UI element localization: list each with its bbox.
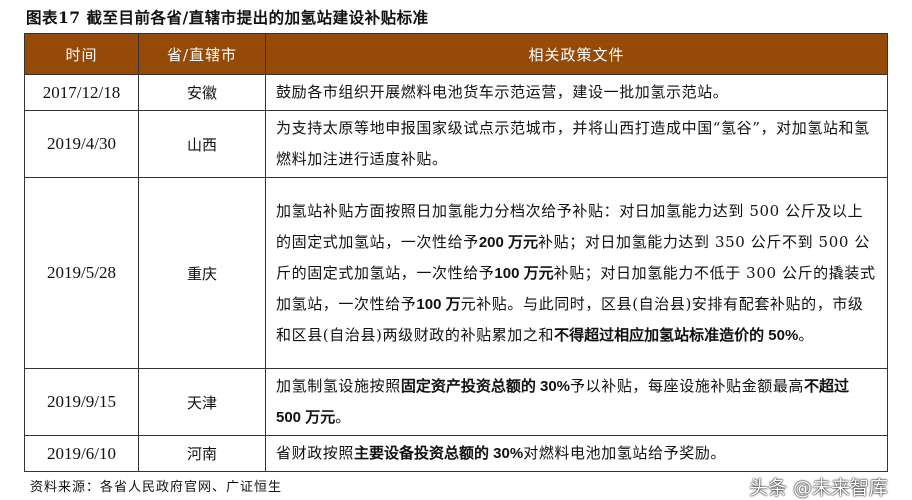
policy-text: 鼓励各市组织开展燃料电池货车示范运营，建设一批加氢示范站。 bbox=[276, 83, 729, 101]
table-row: 2019/4/30 山西 为支持太原等地申报国家级试点示范城市，并将山西打造成中… bbox=[24, 110, 888, 178]
policy-text: 元补贴。与此同时，区县(自治县)安排有配套补贴的，市级和区县(自治县)两级财政的… bbox=[276, 294, 864, 344]
table-header: 时间 省/直辖市 相关政策文件 bbox=[24, 33, 888, 75]
row-policy: 加氢站补贴方面按照日加氢能力分档次给予补贴：对日加氢能力达到 500 公斤及以上… bbox=[265, 177, 888, 369]
row-region: 山西 bbox=[138, 110, 266, 178]
row-date: 2019/9/15 bbox=[24, 368, 139, 436]
table-row: 2019/6/10 河南 省财政按照主要设备投资总额的 30%对燃料电池加氢站给… bbox=[24, 435, 888, 472]
policy-text: 补贴；对日加氢能力不低于 300 公斤的撬装式加氢站，一次性给予 bbox=[276, 263, 876, 313]
policy-emphasis: 200 万元 bbox=[478, 233, 539, 251]
row-date: 2019/5/28 bbox=[24, 177, 139, 369]
policy-emphasis: 100 万 bbox=[416, 295, 461, 313]
policy-emphasis: 100 万元 bbox=[494, 264, 554, 282]
row-date: 2019/4/30 bbox=[24, 110, 139, 178]
row-policy: 省财政按照主要设备投资总额的 30%对燃料电池加氢站给予奖励。 bbox=[265, 435, 888, 472]
figure-title: 图表17 截至目前各省/直辖市提出的加氢站建设补贴标准 bbox=[26, 8, 429, 27]
header-policy: 相关政策文件 bbox=[265, 33, 888, 75]
policy-text: 。 bbox=[335, 408, 351, 426]
table-row: 2019/5/28 重庆 加氢站补贴方面按照日加氢能力分档次给予补贴：对日加氢能… bbox=[24, 177, 888, 369]
row-policy: 为支持太原等地申报国家级试点示范城市，并将山西打造成中国“氢谷”，对加氢站和氢燃… bbox=[265, 110, 888, 178]
policy-emphasis: 主要设备投资总额的 30% bbox=[354, 445, 524, 462]
source-note: 资料来源：各省人民政府官网、广证恒生 bbox=[30, 480, 283, 495]
table-row: 2017/12/18 安徽 鼓励各市组织开展燃料电池货车示范运营，建设一批加氢示… bbox=[24, 74, 888, 111]
policy-text: 省财政按照 bbox=[276, 444, 355, 462]
subsidy-table: 时间 省/直辖市 相关政策文件 2017/12/18 安徽 鼓励各市组织开展燃料… bbox=[24, 33, 888, 472]
row-region: 河南 bbox=[138, 435, 266, 472]
table-row: 2019/9/15 天津 加氢制氢设施按照固定资产投资总额的 30%予以补贴，每… bbox=[24, 368, 888, 436]
row-region: 天津 bbox=[138, 368, 266, 436]
policy-emphasis: 不得超过相应加氢站标准造价的 50% bbox=[554, 326, 799, 344]
row-policy: 加氢制氢设施按照固定资产投资总额的 30%予以补贴，每座设施补贴金额最高不超过 … bbox=[265, 368, 888, 436]
row-date: 2019/6/10 bbox=[24, 435, 139, 472]
footer: 资料来源：各省人民政府官网、广证恒生 头条 @未来智库 bbox=[24, 476, 888, 500]
row-region: 安徽 bbox=[138, 74, 266, 111]
policy-text: 补贴；对日加氢能力达到 350 公斤不到 500 公斤的固定式加氢站，一次性给予 bbox=[276, 232, 870, 282]
policy-text: 为支持太原等地申报国家级试点示范城市，并将山西打造成中国“氢谷”，对加氢站和氢燃… bbox=[276, 119, 870, 168]
policy-emphasis: 不超过 500 万元 bbox=[276, 378, 850, 426]
row-policy: 鼓励各市组织开展燃料电池货车示范运营，建设一批加氢示范站。 bbox=[265, 74, 888, 111]
header-region: 省/直辖市 bbox=[138, 33, 266, 75]
policy-text: 。 bbox=[798, 325, 814, 344]
policy-text: 加氢站补贴方面按照日加氢能力分档次给予补贴：对日加氢能力达到 500 公斤及以上… bbox=[276, 201, 864, 251]
row-date: 2017/12/18 bbox=[24, 74, 139, 111]
header-date: 时间 bbox=[24, 33, 139, 75]
watermark: 头条 @未来智库 bbox=[748, 477, 888, 499]
policy-text: 加氢制氢设施按照 bbox=[276, 377, 401, 395]
policy-text: 予以补贴，每座设施补贴金额最高 bbox=[570, 377, 805, 395]
row-region: 重庆 bbox=[138, 177, 266, 369]
policy-text: 对燃料电池加氢站给予奖励。 bbox=[523, 444, 727, 462]
policy-emphasis: 固定资产投资总额的 30% bbox=[400, 378, 571, 395]
